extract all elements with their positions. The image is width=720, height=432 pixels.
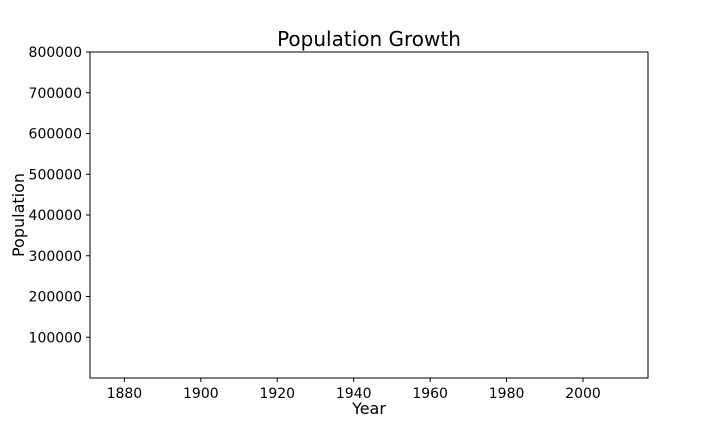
plot-area — [89, 51, 649, 379]
y-axis-title: Population — [9, 173, 28, 257]
x-tick-label: 1920 — [259, 386, 295, 402]
y-axis: 100000 200000 300000 400000 500000 600000 7000… — [29, 45, 90, 346]
x-tick-label: 1940 — [336, 386, 372, 402]
x-tick-label: 1880 — [107, 386, 143, 402]
x-axis: 1880 1900 1920 1940 1960 1980 2000 — [107, 378, 601, 402]
x-tick-label: 2000 — [565, 386, 601, 402]
y-tick-label: 500000 — [29, 167, 82, 183]
y-tick-label: 200000 — [29, 290, 82, 306]
y-tick-label: 700000 — [29, 86, 82, 102]
x-tick-label: 1980 — [489, 386, 525, 402]
y-tick-label: 800000 — [29, 45, 82, 61]
y-tick-label: 100000 — [29, 330, 82, 346]
x-tick-label: 1960 — [412, 386, 448, 402]
y-tick-label: 300000 — [29, 249, 82, 265]
x-tick-label: 1900 — [183, 386, 219, 402]
y-tick-label: 400000 — [29, 208, 82, 224]
chart-title: Population Growth — [277, 27, 461, 51]
x-axis-title: Year — [351, 399, 386, 418]
y-tick-label: 600000 — [29, 127, 82, 143]
